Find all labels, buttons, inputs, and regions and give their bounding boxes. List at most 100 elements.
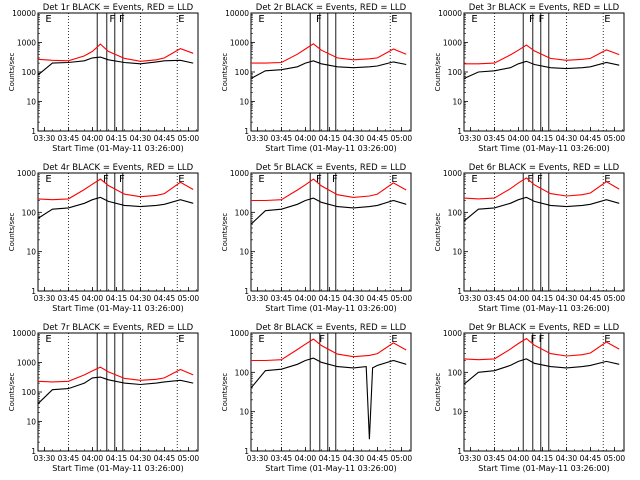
x-tick-label: 04:45 — [154, 134, 176, 143]
event-marker-label: F — [529, 14, 535, 25]
panel-title: Det 8r BLACK = Events, RED = LLD — [256, 323, 407, 333]
event-marker-label: F — [109, 14, 115, 25]
y-tick-label: 10 — [452, 408, 462, 417]
y-tick-label: 1000 — [443, 329, 462, 338]
series-line-black — [463, 60, 620, 80]
plot-frame — [463, 12, 625, 132]
x-tick-label: 04:00 — [295, 134, 317, 143]
x-tick-label: 05:00 — [604, 134, 626, 143]
x-tick-label: 03:30 — [34, 454, 56, 463]
x-tick-label: 04:30 — [343, 134, 365, 143]
event-marker-label: E — [604, 174, 610, 185]
y-tick-label: 100 — [448, 368, 463, 377]
event-marker-label: F — [539, 334, 545, 345]
event-marker-label: F — [119, 14, 125, 25]
event-marker-label: F — [527, 174, 533, 185]
x-tick-label: 04:30 — [343, 294, 365, 303]
x-tick-label: 04:30 — [130, 454, 152, 463]
x-tick-label: 03:45 — [271, 454, 293, 463]
panel-title: Det 4r BLACK = Events, RED = LLD — [43, 163, 194, 173]
y-axis-label: Counts/sec — [221, 373, 229, 412]
x-tick-label: 03:45 — [58, 134, 80, 143]
x-tick-label: 04:30 — [556, 134, 578, 143]
y-axis-label: Counts/sec — [8, 213, 16, 252]
panel-title: Det 9r BLACK = Events, RED = LLD — [469, 323, 620, 333]
series-line-red — [251, 178, 407, 202]
x-tick-label: 03:30 — [34, 294, 56, 303]
panel-title: Det 6r BLACK = Events, RED = LLD — [469, 163, 620, 173]
panel-9: Det 9r BLACK = Events, RED = LLD 1 10 100 10… — [434, 323, 625, 473]
x-tick-label: 04:45 — [580, 134, 602, 143]
y-tick-label: 1 — [457, 287, 462, 296]
series-line-red — [251, 338, 407, 362]
y-tick-label: 100 — [22, 388, 37, 397]
event-marker-label: E — [258, 334, 264, 345]
panel-title: Det 5r BLACK = Events, RED = LLD — [256, 163, 407, 173]
series-line-red — [37, 43, 194, 62]
x-axis-label: Start Time (01-May-11 03:26:00) — [265, 464, 396, 473]
y-tick-label: 1 — [244, 287, 249, 296]
y-axis-label: Counts/sec — [434, 53, 442, 92]
x-tick-label: 05:00 — [391, 454, 413, 463]
x-tick-label: 03:30 — [460, 454, 482, 463]
y-tick-label: 1000 — [17, 39, 36, 48]
x-tick-label: 04:15 — [319, 294, 341, 303]
x-tick-label: 05:00 — [604, 294, 626, 303]
panel-8: Det 8r BLACK = Events, RED = LLD 1 10 100 10… — [221, 323, 412, 473]
y-tick-label: 10 — [452, 98, 462, 107]
panel-title: Det 1r BLACK = Events, RED = LLD — [43, 3, 194, 13]
x-tick-label: 04:30 — [130, 294, 152, 303]
x-tick-label: 04:30 — [130, 134, 152, 143]
series-line-black — [250, 357, 407, 440]
event-marker-label: E — [258, 14, 264, 25]
x-tick-label: 04:15 — [106, 454, 128, 463]
series-line-black — [37, 196, 194, 219]
x-axis-label: Start Time (01-May-11 03:26:00) — [478, 144, 609, 153]
x-tick-label: 04:00 — [82, 294, 104, 303]
x-tick-label: 04:00 — [82, 134, 104, 143]
x-tick-label: 03:45 — [58, 294, 80, 303]
panel-7: Det 7r BLACK = Events, RED = LLD 1 10 100 10… — [8, 323, 199, 473]
event-marker-label: E — [471, 334, 477, 345]
y-tick-label: 100 — [448, 208, 463, 217]
y-tick-label: 10 — [452, 248, 462, 257]
x-tick-label: 04:45 — [154, 294, 176, 303]
event-marker-label: E — [604, 334, 610, 345]
plot-frame — [37, 172, 199, 292]
y-axis-label: Counts/sec — [221, 53, 229, 92]
x-tick-label: 04:45 — [367, 454, 389, 463]
x-tick-label: 04:15 — [532, 454, 554, 463]
x-axis-label: Start Time (01-May-11 03:26:00) — [52, 144, 183, 153]
event-marker-label: E — [178, 14, 184, 25]
x-tick-label: 03:45 — [484, 134, 506, 143]
y-tick-label: 100 — [235, 208, 250, 217]
series-line-red — [37, 366, 194, 383]
x-tick-label: 03:45 — [271, 294, 293, 303]
y-axis-label: Counts/sec — [8, 53, 16, 92]
event-marker-label: F — [539, 14, 545, 25]
x-tick-label: 05:00 — [178, 134, 200, 143]
x-tick-label: 04:45 — [367, 134, 389, 143]
event-marker-label: E — [471, 174, 477, 185]
event-marker-label: E — [391, 174, 397, 185]
x-tick-label: 04:00 — [508, 454, 530, 463]
series-line-red — [37, 178, 194, 201]
y-tick-label: 1 — [457, 447, 462, 456]
y-tick-label: 10 — [239, 98, 249, 107]
event-marker-label: E — [178, 174, 184, 185]
y-tick-label: 1 — [31, 127, 36, 136]
y-tick-label: 10 — [239, 408, 249, 417]
plot-frame — [250, 172, 412, 292]
x-tick-label: 04:00 — [295, 294, 317, 303]
x-axis-label: Start Time (01-May-11 03:26:00) — [478, 464, 609, 473]
panel-2: Det 2r BLACK = Events, RED = LLD 1 10 100 10… — [221, 3, 412, 153]
series-line-red — [464, 44, 620, 65]
x-tick-label: 03:30 — [34, 134, 56, 143]
series-line-black — [250, 60, 407, 79]
event-marker-label: F — [332, 174, 338, 185]
x-tick-label: 03:45 — [484, 294, 506, 303]
y-tick-label: 10000 — [225, 9, 249, 18]
x-tick-label: 04:45 — [580, 454, 602, 463]
y-axis-label: Counts/sec — [434, 213, 442, 252]
x-tick-label: 04:30 — [343, 454, 365, 463]
